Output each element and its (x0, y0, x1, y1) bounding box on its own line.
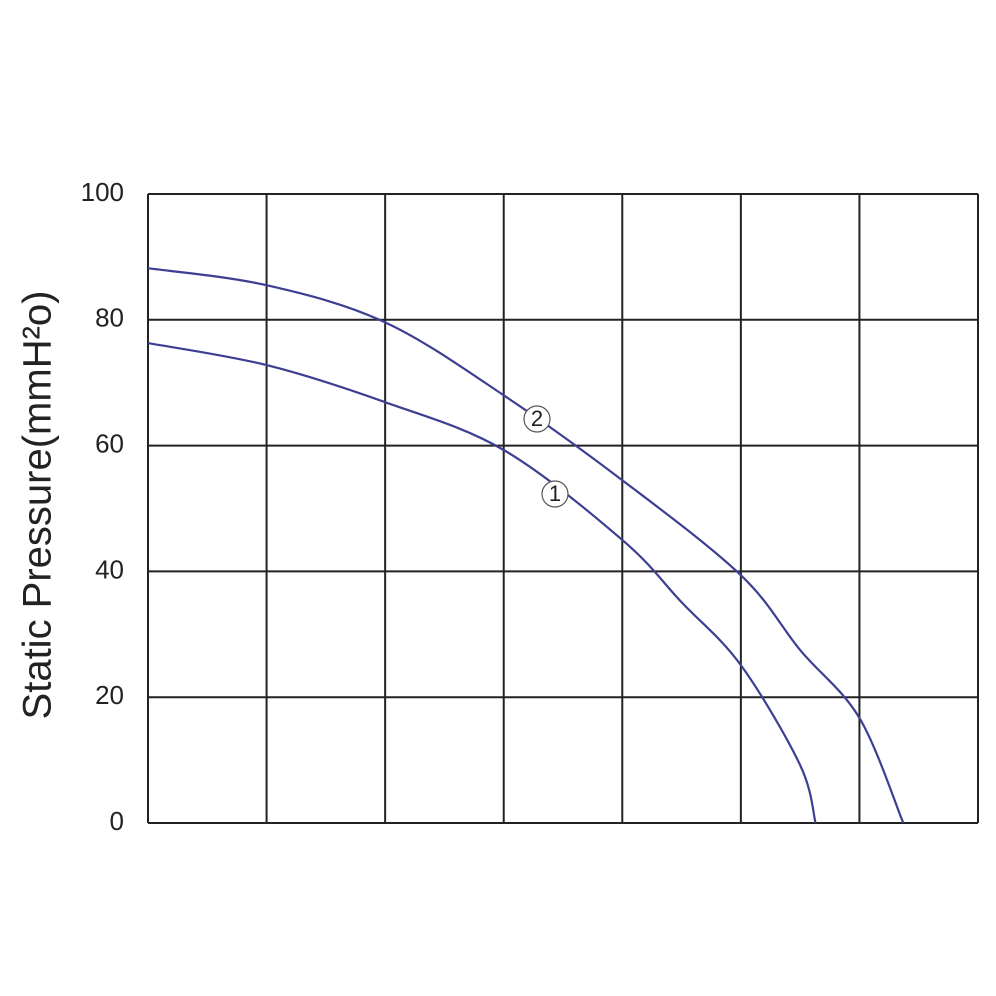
series-line (147, 341, 817, 824)
series-label: 1 (549, 481, 561, 506)
y-tick-label: 80 (95, 303, 124, 333)
series-label-circle (541, 480, 569, 508)
y-tick-label: 0 (110, 806, 124, 836)
y-tick-label: 40 (95, 554, 124, 584)
series-label: 2 (531, 406, 543, 431)
y-axis-label: Static Pressure(mmH²o) (16, 291, 60, 720)
y-tick-label: 100 (81, 177, 124, 207)
y-tick-label: 20 (95, 680, 124, 710)
y-tick-label: 60 (95, 428, 124, 458)
series-line (147, 267, 905, 824)
series-label-circle (523, 405, 551, 433)
